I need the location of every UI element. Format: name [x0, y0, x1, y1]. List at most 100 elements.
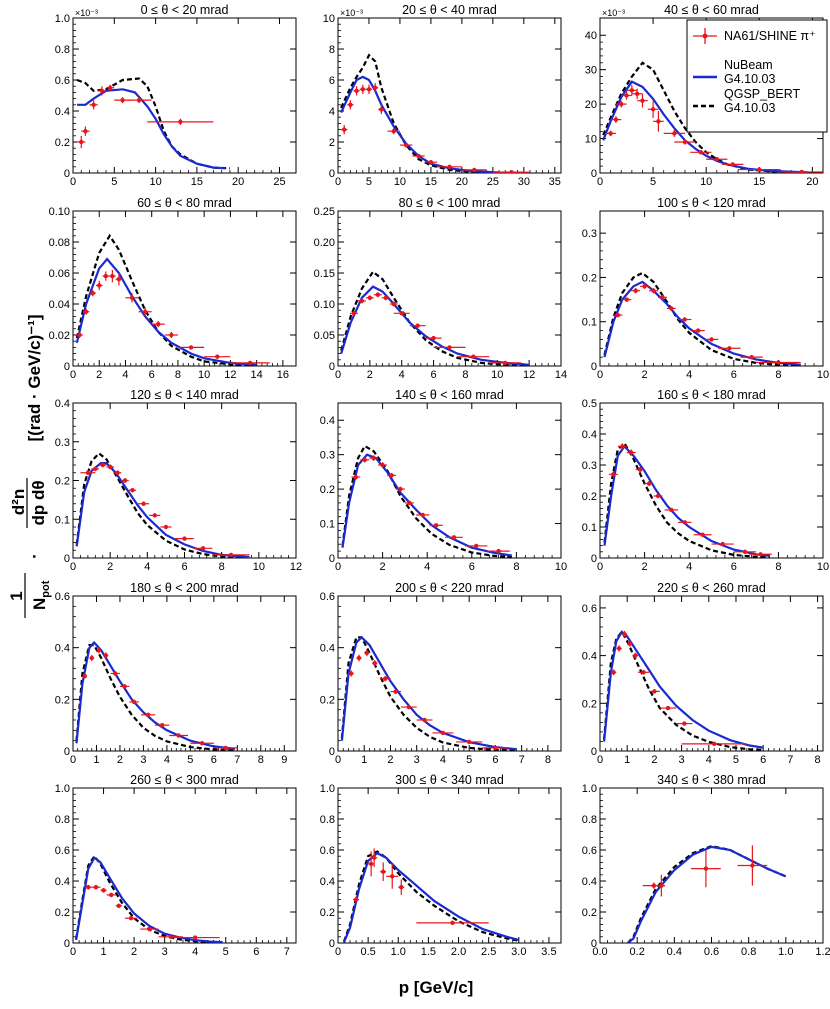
x-tick-label: 10 [149, 176, 161, 188]
y-tick-label: 0.8 [55, 44, 70, 56]
data-point [124, 916, 138, 921]
nubeam-curve [603, 630, 764, 749]
data-point [404, 500, 414, 506]
x-tick-label: 6 [149, 369, 155, 381]
data-point [169, 733, 189, 738]
y-tick-label: 0.1 [55, 514, 70, 526]
data-point [393, 311, 410, 316]
data-point [348, 670, 354, 677]
x-tick-label: 25 [487, 176, 499, 188]
data-point [359, 84, 366, 94]
nubeam-curve [75, 462, 250, 558]
legend-label: NuBeam [724, 58, 773, 72]
x-tick-label: 1.5 [421, 946, 436, 958]
nubeam-curve [340, 285, 530, 366]
x-tick-label: 4 [399, 369, 405, 381]
panel: 200 ≤ θ < 220 mrad 0 1 2 3 4 5 6 7 8 0 0.2 0.4 0.6 [320, 581, 562, 766]
data-point [780, 169, 823, 173]
nubeam-curve [602, 80, 808, 173]
x-tick-label: 6 [253, 946, 259, 958]
qgsp-bert-curve [341, 444, 512, 558]
data-point [416, 717, 433, 723]
data-point [389, 301, 398, 307]
x-tick-label: 1.0 [391, 946, 406, 958]
x-tick-label: 4 [192, 946, 198, 958]
data-point [627, 640, 633, 647]
qgsp-bert-curve [340, 270, 530, 366]
y-tick-label: 0.25 [314, 206, 335, 218]
data-point [115, 903, 122, 908]
x-tick-label: 4 [144, 561, 150, 573]
data-point [663, 129, 685, 137]
panel: 340 ≤ θ < 380 mrad 0.0 0.2 0.4 0.6 0.8 1.0 1.2 0… [582, 773, 830, 958]
data-point [364, 649, 370, 657]
y-label-frac-num: d²n [9, 489, 28, 515]
plot-area [603, 441, 772, 558]
y-tick-label: 0.4 [55, 643, 70, 655]
y-tick-label: 0 [329, 168, 335, 180]
y-tick-label: 0 [64, 168, 70, 180]
x-tick-label: 0 [70, 369, 76, 381]
data-point [399, 142, 413, 148]
x-tick-label: 2 [651, 754, 657, 766]
panel: 260 ≤ θ < 300 mrad 0 1 2 3 4 5 6 7 0 0.2 0.4 0.6 0.8 1… [55, 773, 297, 958]
plot-frame [337, 787, 562, 944]
data-point [445, 535, 463, 540]
nubeam-curve [75, 257, 257, 366]
x-tick-label: 2 [642, 561, 648, 573]
x-tick-label: 4 [424, 561, 430, 573]
data-point [390, 689, 401, 694]
x-tick-label: 14 [251, 369, 263, 381]
data-point [119, 684, 130, 689]
data-point [353, 896, 360, 903]
plot-frame [599, 787, 824, 944]
x-tick-label: 10 [394, 176, 406, 188]
data-point [76, 331, 83, 339]
x-tick-label: 8 [175, 369, 181, 381]
data-point [91, 884, 101, 890]
plot-frame [72, 787, 297, 944]
data-point [489, 360, 522, 366]
data-point [432, 730, 454, 736]
x-tick-label: 6 [731, 369, 737, 381]
data-point [190, 741, 214, 746]
x-tick-label: 10 [817, 561, 829, 573]
data-point [371, 848, 378, 868]
data-point [351, 474, 361, 480]
x-tick-label: 8 [775, 561, 781, 573]
plot-area [603, 271, 801, 366]
data-point [657, 294, 667, 301]
y-tick-label: 0.2 [582, 907, 597, 919]
data-point [738, 167, 781, 172]
plot-area [602, 61, 823, 173]
x-tick-label: 3.0 [511, 946, 526, 958]
data-point [151, 321, 165, 328]
y-tick-label: 0 [591, 168, 597, 180]
data-point [82, 308, 90, 315]
y-tick-label: 0.2 [55, 476, 70, 488]
data-point [155, 722, 170, 728]
x-tick-label: 8 [462, 369, 468, 381]
data-point [678, 317, 692, 322]
y-tick-label: 0.04 [49, 299, 70, 311]
x-tick-label: 0.4 [667, 946, 682, 958]
x-tick-label: 0 [597, 369, 603, 381]
x-tick-label: 5 [187, 754, 193, 766]
data-point [386, 863, 399, 889]
panel-title: 0 ≤ θ < 20 mrad [141, 3, 229, 17]
data-point [106, 892, 116, 898]
plot-frame [599, 210, 824, 367]
data-point [106, 464, 114, 470]
panel-title: 40 ≤ θ < 60 mrad [664, 3, 759, 17]
y-tick-label: 0.6 [55, 845, 70, 857]
legend-label: QGSP_BERT [724, 87, 801, 101]
y-tick-label: 0.2 [55, 137, 70, 149]
nubeam-curve [603, 444, 770, 557]
data-point [613, 312, 623, 318]
x-tick-label: 0.0 [592, 946, 607, 958]
data-point [373, 292, 382, 298]
data-point [140, 926, 159, 932]
x-tick-label: 6 [492, 754, 498, 766]
y-tick-label: 0.4 [320, 876, 335, 888]
data-point [737, 845, 768, 886]
